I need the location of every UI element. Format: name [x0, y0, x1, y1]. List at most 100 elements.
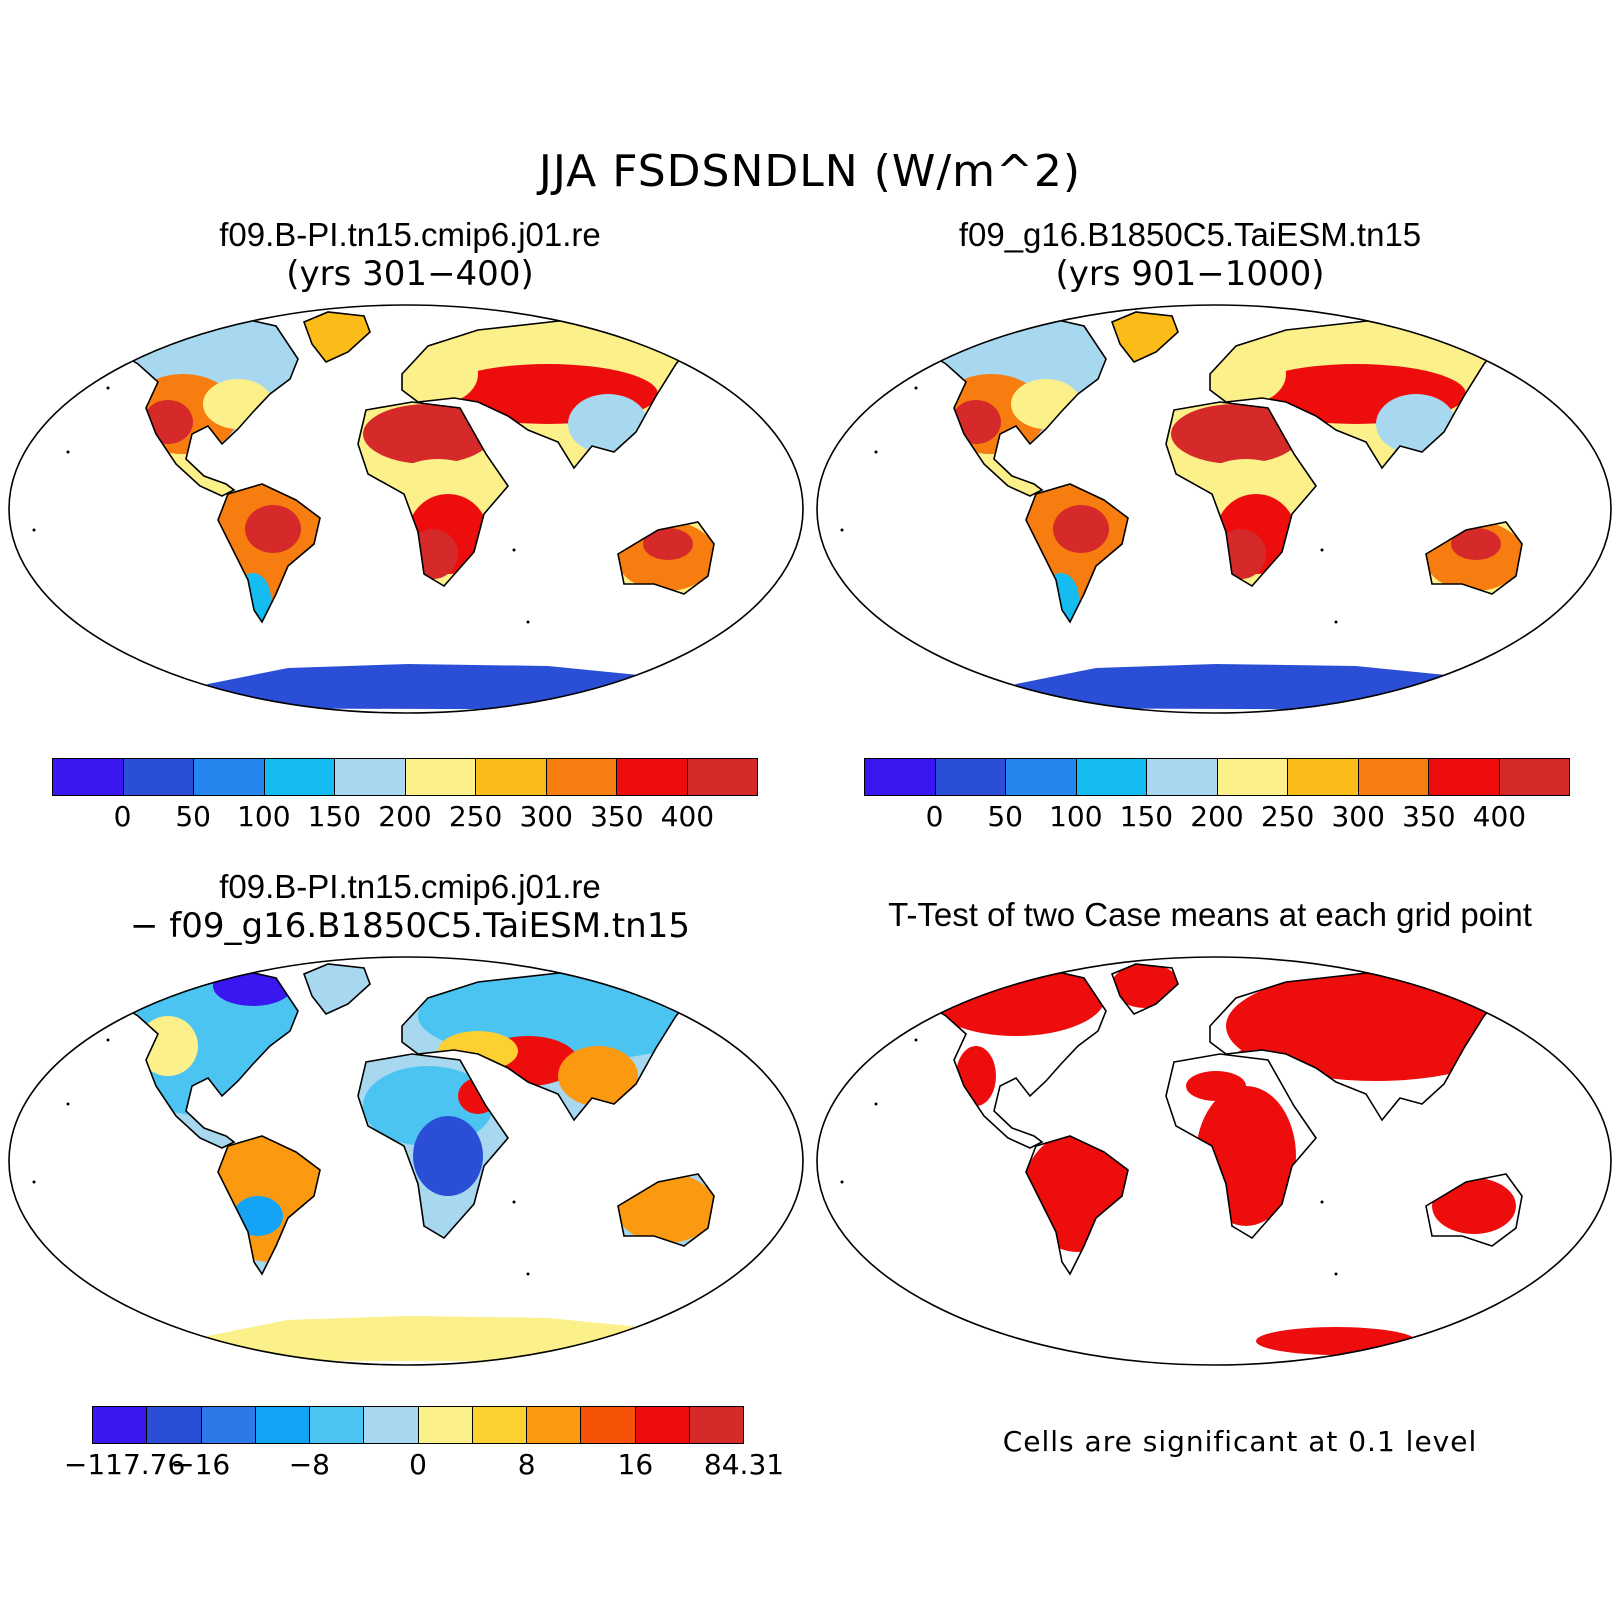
field-region [413, 1116, 483, 1196]
field-blob [558, 1046, 638, 1106]
field-blob [1210, 344, 1286, 404]
colorbar-swatch [264, 759, 335, 795]
ocean-area [817, 305, 1611, 713]
colorbar-tick-label: 250 [448, 800, 503, 833]
globe-outline [8, 956, 804, 1366]
panel-title-top-left: f09.B-PI.tn15.cmip6.j01.re (yrs 301−400) [140, 216, 680, 294]
colorbar-swatch [255, 1407, 310, 1443]
colorbar-top-right [864, 758, 1570, 796]
panel-case-name: f09.B-PI.tn15.cmip6.j01.re [219, 216, 601, 253]
field-region [1210, 344, 1286, 404]
coastline-africa [357, 401, 510, 588]
colorbar-swatch [194, 759, 265, 795]
colorbar-bottom-left [92, 1406, 744, 1444]
field-region [1451, 528, 1501, 560]
coastline-northAmerica [914, 313, 1107, 497]
island-dot [32, 528, 36, 532]
colorbar-tick-label: 250 [1260, 800, 1315, 833]
colorbar-swatch [476, 759, 547, 795]
globe-outline [8, 304, 804, 714]
colorbar-swatch [201, 1407, 256, 1443]
colorbar-tick-label: 8 [517, 1448, 536, 1481]
map-bottom-right [816, 956, 1612, 1366]
field-blob [1432, 1178, 1516, 1234]
field-region [245, 505, 301, 553]
colorbar-tick-label: 84.31 [703, 1448, 785, 1481]
island-dot [874, 450, 878, 454]
island-dot [914, 386, 918, 390]
coastline-northAmerica [914, 965, 1107, 1149]
island-dot [106, 386, 110, 390]
colorbar-tick-label: 0 [925, 800, 944, 833]
panel-title-bottom-left: f09.B-PI.tn15.cmip6.j01.re − f09_g16.B18… [60, 868, 760, 946]
colorbar-tick-label: 200 [1190, 800, 1244, 833]
panel-title-top-right: f09_g16.B1850C5.TaiESM.tn15 (yrs 901−100… [920, 216, 1460, 294]
island-dot [1334, 1272, 1338, 1276]
colorbar-swatch [405, 759, 476, 795]
colorbar-swatch [635, 1407, 690, 1443]
coastline-australia [1425, 1173, 1523, 1247]
island-dot [1320, 548, 1324, 552]
field-blob [413, 1116, 483, 1196]
colorbar-swatch [418, 1407, 473, 1443]
colorbar-tick-label: 100 [1049, 800, 1103, 833]
land-greenland [304, 964, 370, 1014]
colorbar-swatch [1499, 759, 1569, 795]
map-top-right [816, 304, 1612, 714]
colorbar-swatch [527, 1407, 582, 1443]
globe-outline [816, 956, 1612, 1366]
coastline-southAmerica [217, 483, 321, 624]
coastline-australia [617, 1173, 715, 1247]
map-top-left [8, 304, 804, 714]
colorbar-swatch [1006, 759, 1077, 795]
colorbar-swatch [581, 1407, 636, 1443]
globe-outline [816, 304, 1612, 714]
colorbar-swatch [617, 759, 688, 795]
coastline-greenland [302, 311, 371, 363]
colorbar-swatch [935, 759, 1006, 795]
ocean-area [9, 305, 803, 713]
coastline-greenland [1110, 963, 1179, 1015]
field-region [643, 528, 693, 560]
island-dot [840, 1180, 844, 1184]
colorbar-tick-label: 400 [1472, 800, 1527, 833]
coastline-africa [1165, 1053, 1318, 1240]
panel-case-name: f09_g16.B1850C5.TaiESM.tn15 [958, 216, 1422, 253]
colorbar-swatch [687, 759, 757, 795]
field-region [1186, 1071, 1246, 1101]
panel-title-bottom-right: T-Test of two Case means at each grid po… [850, 896, 1570, 934]
field-blob [643, 528, 693, 560]
colorbar-tick-label: 200 [378, 800, 432, 833]
map-bottom-left [8, 956, 804, 1366]
panel-years: (yrs 901−1000) [1055, 254, 1325, 294]
island-dot [840, 528, 844, 532]
colorbar-swatch [1429, 759, 1500, 795]
field-region [402, 344, 478, 404]
ocean-area [817, 957, 1611, 1365]
island-dot [526, 620, 530, 624]
island-dot [526, 1272, 530, 1276]
colorbar-tick-label: 300 [519, 800, 573, 833]
coastline-southAmerica [217, 1135, 321, 1276]
colorbar-swatch [1217, 759, 1288, 795]
field-region [1171, 404, 1301, 464]
coastline-australia [1425, 521, 1523, 595]
field-blob [1256, 1327, 1416, 1355]
field-blob [245, 505, 301, 553]
colorbar-tick-label: 150 [307, 800, 362, 833]
island-dot [1334, 620, 1338, 624]
colorbar-swatch [1076, 759, 1147, 795]
colorbar-tick-label: −16 [171, 1448, 231, 1481]
colorbar-swatch [1358, 759, 1429, 795]
colorbar-swatch [53, 759, 124, 795]
panel-years: (yrs 301−400) [286, 254, 534, 294]
coastline-greenland [302, 963, 371, 1015]
colorbar-tick-label: −117.76 [63, 1448, 186, 1481]
island-dot [914, 1038, 918, 1042]
island-dot [874, 1102, 878, 1106]
colorbar-swatch [1288, 759, 1359, 795]
field-region [1432, 1178, 1516, 1234]
colorbar-tick-label: 350 [1402, 800, 1456, 833]
colorbar-tick-label: 300 [1331, 800, 1385, 833]
colorbar-tick-label: 50 [987, 800, 1024, 833]
